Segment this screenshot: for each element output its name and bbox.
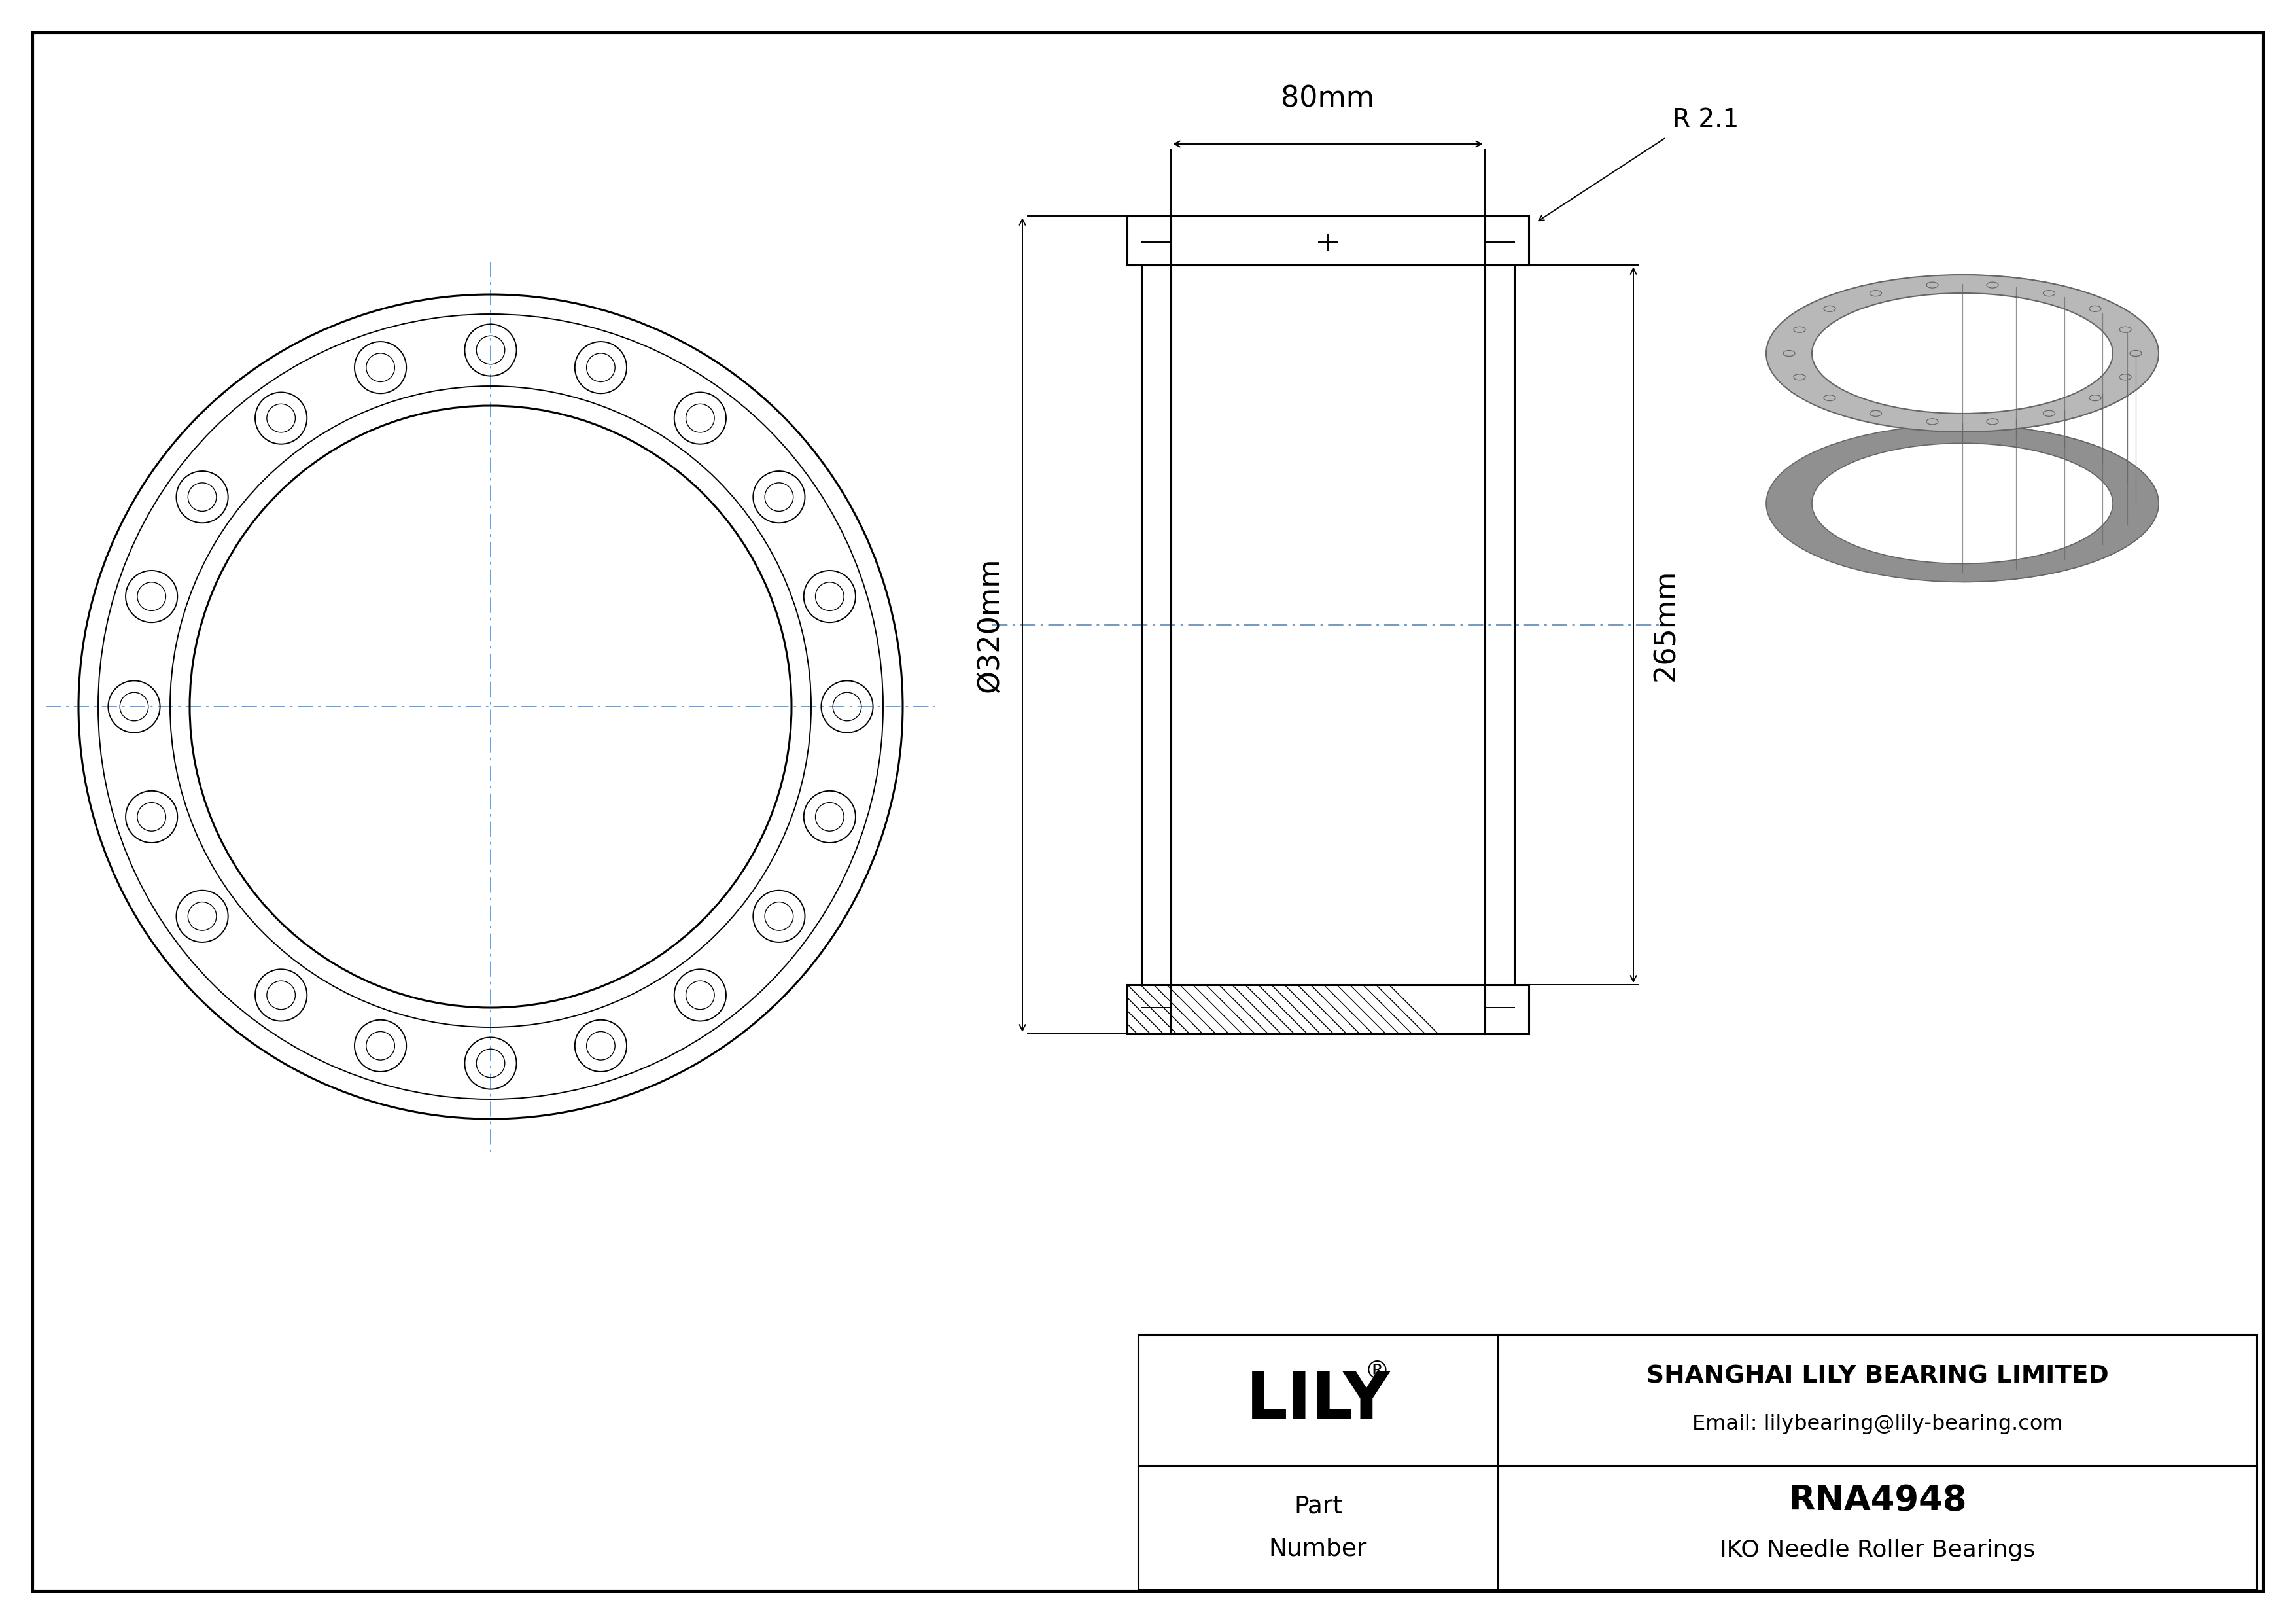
Text: Number: Number xyxy=(1270,1538,1366,1561)
Text: IKO Needle Roller Bearings: IKO Needle Roller Bearings xyxy=(1720,1540,2034,1561)
Text: 80mm: 80mm xyxy=(1281,84,1375,112)
Polygon shape xyxy=(1963,274,2158,581)
Text: LILY: LILY xyxy=(1247,1369,1391,1432)
Text: Ø320mm: Ø320mm xyxy=(976,557,1003,692)
Text: ®: ® xyxy=(1364,1359,1389,1384)
Text: 265mm: 265mm xyxy=(1653,568,1681,680)
Text: Email: lilybearing@lily-bearing.com: Email: lilybearing@lily-bearing.com xyxy=(1692,1413,2062,1434)
Polygon shape xyxy=(1963,292,2112,564)
Text: SHANGHAI LILY BEARING LIMITED: SHANGHAI LILY BEARING LIMITED xyxy=(1646,1364,2108,1389)
Text: RNA4948: RNA4948 xyxy=(1789,1483,1965,1517)
Text: R 2.1: R 2.1 xyxy=(1671,107,1738,132)
Text: Part: Part xyxy=(1295,1496,1343,1518)
Ellipse shape xyxy=(1812,443,2112,564)
Bar xyxy=(1139,1335,2257,1590)
Ellipse shape xyxy=(1812,292,2112,414)
Ellipse shape xyxy=(1766,274,2158,432)
Ellipse shape xyxy=(1766,425,2158,581)
